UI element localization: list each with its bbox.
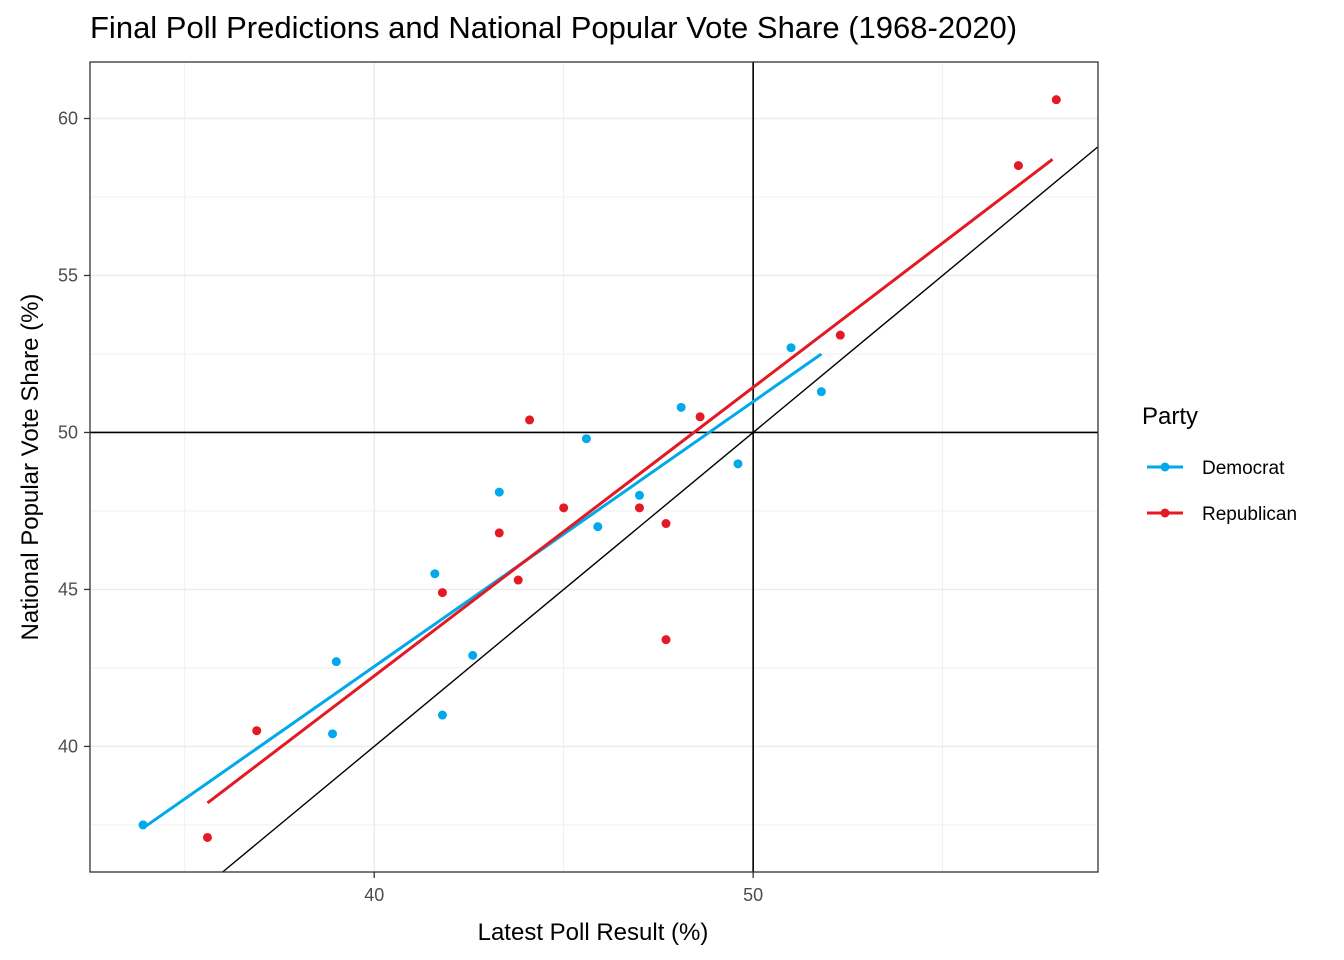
grid-lines [90,62,1098,872]
y-tick-label: 50 [58,422,78,442]
point-republican [202,832,212,842]
point-democrat [816,387,826,397]
point-republican [661,519,671,529]
y-tick-label: 45 [58,579,78,599]
point-democrat [733,459,743,469]
point-democrat [494,487,504,497]
point-democrat [634,490,644,500]
point-democrat [138,820,148,830]
point-republican [634,503,644,513]
legend-title: Party [1142,403,1198,430]
point-democrat [581,434,591,444]
point-republican [1051,95,1061,105]
point-republican [661,635,671,645]
point-republican [835,330,845,340]
y-tick-label: 40 [58,736,78,756]
x-tick-label: 50 [743,885,763,905]
point-democrat [437,710,447,720]
point-democrat [430,569,440,579]
x-tick-label: 40 [364,885,384,905]
point-democrat [593,522,603,532]
fit-lines [142,158,1054,830]
y-tick-label: 55 [58,265,78,285]
point-republican [695,412,705,422]
y-axis-title: National Popular Vote Share (%) [17,294,44,641]
reference-lines [90,62,1099,873]
point-republican [1013,161,1023,171]
point-democrat [786,343,796,353]
point-democrat [328,729,338,739]
reference-diagonal [222,146,1099,873]
legend-key-point-democrat [1160,462,1170,472]
legend-label-republican: Republican [1202,504,1297,525]
fit-line-republican [206,158,1054,805]
plot-panel-border [89,61,1099,873]
point-democrat [468,650,478,660]
point-republican [513,575,523,585]
chart-title: Final Poll Predictions and National Popu… [90,10,1018,45]
legend-key-point-republican [1160,508,1170,518]
point-republican [525,415,535,425]
x-axis-title: Latest Poll Result (%) [478,919,709,946]
point-democrat [676,402,686,412]
legend-label-democrat: Democrat [1202,458,1285,479]
fit-line-democrat [142,352,823,830]
y-tick-label: 60 [58,109,78,129]
point-republican [437,588,447,598]
point-republican [252,726,262,736]
axis-ticks: 40 50 40 45 50 55 60 [58,109,763,905]
point-republican [494,528,504,538]
point-republican [559,503,569,513]
point-democrat [331,657,341,667]
data-points [138,95,1061,842]
legend: Party Democrat Republican [1142,403,1297,525]
